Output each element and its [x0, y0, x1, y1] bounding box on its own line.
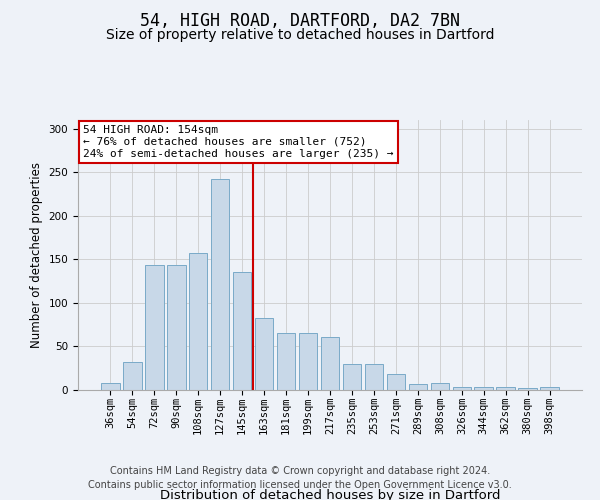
- X-axis label: Distribution of detached houses by size in Dartford: Distribution of detached houses by size …: [160, 490, 500, 500]
- Bar: [365, 364, 383, 390]
- Bar: [541, 386, 559, 390]
- Bar: [233, 272, 251, 390]
- Bar: [277, 334, 295, 390]
- Text: 54 HIGH ROAD: 154sqm
← 76% of detached houses are smaller (752)
24% of semi-deta: 54 HIGH ROAD: 154sqm ← 76% of detached h…: [83, 126, 394, 158]
- Y-axis label: Number of detached properties: Number of detached properties: [30, 162, 43, 348]
- Text: Size of property relative to detached houses in Dartford: Size of property relative to detached ho…: [106, 28, 494, 42]
- Bar: [211, 179, 229, 390]
- Bar: [518, 388, 537, 390]
- Bar: [409, 384, 427, 390]
- Bar: [431, 383, 449, 390]
- Bar: [343, 364, 361, 390]
- Bar: [496, 386, 515, 390]
- Text: Contains public sector information licensed under the Open Government Licence v3: Contains public sector information licen…: [88, 480, 512, 490]
- Bar: [475, 388, 493, 390]
- Bar: [145, 266, 164, 390]
- Bar: [320, 337, 340, 390]
- Bar: [101, 383, 119, 390]
- Text: Contains HM Land Registry data © Crown copyright and database right 2024.: Contains HM Land Registry data © Crown c…: [110, 466, 490, 476]
- Text: 54, HIGH ROAD, DARTFORD, DA2 7BN: 54, HIGH ROAD, DARTFORD, DA2 7BN: [140, 12, 460, 30]
- Bar: [123, 362, 142, 390]
- Bar: [167, 264, 185, 390]
- Bar: [189, 254, 208, 390]
- Bar: [299, 334, 317, 390]
- Bar: [255, 318, 274, 390]
- Bar: [452, 388, 471, 390]
- Bar: [386, 374, 405, 390]
